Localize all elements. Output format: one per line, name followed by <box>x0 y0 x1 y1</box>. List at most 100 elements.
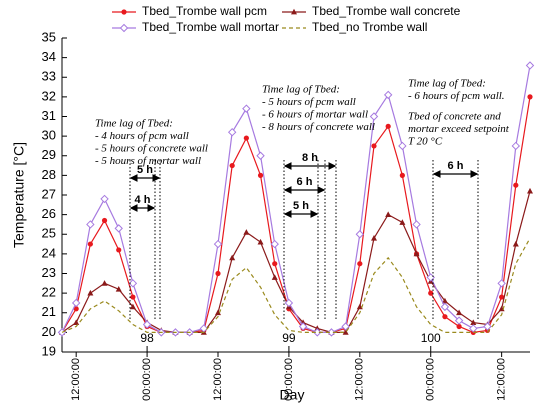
point <box>142 320 152 329</box>
x-tick-label: 12:00:00 <box>354 358 366 401</box>
point <box>73 306 79 312</box>
point <box>215 270 221 277</box>
point <box>469 324 478 333</box>
point <box>385 211 392 218</box>
point <box>101 217 108 224</box>
x-tick-label: 00:00:00 <box>283 358 295 401</box>
point <box>440 302 450 312</box>
annotation: mortar exceed setpoint <box>408 123 510 135</box>
lag-label: 4 h <box>135 194 151 206</box>
point <box>456 323 462 330</box>
point <box>371 143 377 149</box>
y-tick-label: 25 <box>42 226 56 241</box>
y-tick-label: 33 <box>42 69 56 84</box>
point <box>441 297 448 304</box>
point <box>442 314 448 320</box>
annotation: - 5 hours of pcm wall <box>262 96 356 108</box>
point <box>128 279 138 288</box>
point <box>101 280 108 286</box>
annotation: - 8 hours of concrete wall <box>262 121 375 133</box>
point <box>511 141 521 151</box>
legend-label: Tbed_Trombe wall pcm <box>142 4 267 18</box>
point <box>130 294 136 300</box>
point <box>527 94 533 100</box>
point <box>412 220 421 229</box>
y-tick-label: 28 <box>42 167 56 182</box>
point <box>256 151 265 160</box>
lag-label: 6 h <box>297 176 313 188</box>
point <box>314 325 321 331</box>
point <box>512 240 519 247</box>
y-tick-label: 29 <box>42 147 56 162</box>
point <box>243 135 249 141</box>
y-tick-label: 19 <box>42 343 56 358</box>
legend-label: Tbed_Trombe wall concrete <box>312 4 461 18</box>
y-tick-label: 30 <box>42 128 56 143</box>
point <box>86 220 95 229</box>
y-tick-label: 23 <box>42 265 56 280</box>
lag-label: 8 h <box>302 152 318 164</box>
day-tick-label: 100 <box>421 331 441 345</box>
point <box>341 322 350 331</box>
point <box>229 254 236 261</box>
point <box>100 194 109 204</box>
annotation: Time lag of Tbed: <box>262 84 340 96</box>
point <box>272 261 278 267</box>
point <box>313 328 322 337</box>
point <box>87 241 93 247</box>
point <box>213 239 223 249</box>
point <box>284 298 294 308</box>
point <box>73 319 80 325</box>
point <box>428 290 434 296</box>
point <box>116 247 122 253</box>
point <box>115 286 122 292</box>
x-tick-label: 00:00:00 <box>425 358 437 401</box>
point <box>369 112 379 121</box>
annotation: - 6 hours of pcm wall. <box>408 90 505 102</box>
lag-label: 6 h <box>448 160 464 172</box>
point <box>499 294 505 300</box>
day-tick-label: 99 <box>282 331 296 345</box>
lag-label: 5 h <box>293 200 309 212</box>
day-tick-label: 98 <box>140 331 154 345</box>
y-tick-label: 20 <box>42 324 56 339</box>
lag-label: 5 h <box>137 164 153 176</box>
y-tick-label: 27 <box>42 186 56 201</box>
point <box>229 162 235 169</box>
point <box>327 328 336 337</box>
series-line <box>61 237 531 333</box>
x-tick-label: 12:00:00 <box>70 358 82 401</box>
point <box>413 250 420 257</box>
point <box>398 141 407 151</box>
legend-label: Tbed_Trombe wall mortar <box>142 20 279 34</box>
point <box>298 322 308 331</box>
y-axis-label: Temperature [°C] <box>11 142 27 248</box>
x-tick-label: 12:00:00 <box>496 358 508 401</box>
point <box>456 309 463 316</box>
point <box>215 309 221 316</box>
annotation: Tbed of concrete and <box>408 111 501 123</box>
y-tick-label: 31 <box>42 108 56 123</box>
legend-label: Tbed_no Trombe wall <box>312 20 427 34</box>
series-line <box>61 96 531 333</box>
x-axis-label: Day <box>280 387 305 403</box>
point <box>357 261 363 267</box>
point <box>242 104 251 113</box>
point <box>87 289 94 296</box>
y-tick-label: 24 <box>42 245 56 260</box>
legend-marker <box>291 8 297 15</box>
point <box>371 234 377 241</box>
point <box>483 322 492 331</box>
point <box>271 274 278 280</box>
y-tick-label: 26 <box>42 206 56 221</box>
annotation: Time lag of Tbed: <box>95 118 173 130</box>
y-tick-label: 34 <box>42 49 56 64</box>
point <box>399 219 406 225</box>
legend-marker <box>119 23 129 33</box>
point <box>355 230 365 239</box>
point <box>257 172 264 178</box>
point <box>129 303 136 310</box>
point <box>383 90 393 100</box>
x-tick-label: 00:00:00 <box>141 358 153 401</box>
point <box>270 239 279 249</box>
